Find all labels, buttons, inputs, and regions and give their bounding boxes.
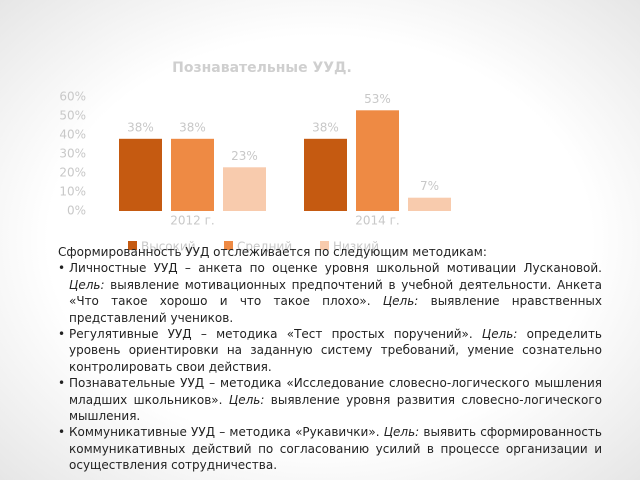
y-tick-label: 10% [59,185,86,199]
item-text: Личностные УУД – анкета по оценке уровня… [69,261,602,276]
goal-label: Цель: [481,327,518,342]
value-label: 38% [179,120,206,134]
legend-swatch [320,241,329,250]
bar [356,110,399,211]
y-tick-label: 0% [67,204,86,218]
x-tick-label: 2012 г. [170,214,214,228]
value-label: 38% [312,120,339,134]
item-text: Познавательные УУД – методика «Исследова… [69,376,602,407]
value-label: 38% [127,120,154,134]
legend-label: Низкий [333,240,379,254]
y-tick-label: 50% [59,109,86,123]
item-text: Регулятивные УУД – методика «Тест просты… [69,327,482,342]
chart-title: Познавательные УУД. [172,60,352,76]
item-text: Коммуникативные УУД – методика «Рукавичк… [69,425,384,440]
value-label: 53% [364,92,391,106]
y-tick-label: 20% [59,166,86,180]
list-item: Регулятивные УУД – методика «Тест просты… [58,326,602,375]
y-tick-label: 30% [59,147,86,161]
bar [223,167,266,211]
legend-label: Средний [237,240,292,254]
goal-label: Цель: [382,294,419,309]
value-label: 7% [420,179,439,193]
legend-label: Высокий [141,240,196,254]
list-item: Личностные УУД – анкета по оценке уровня… [58,260,602,326]
item-text: выявление мотивационных предпочтений в у… [69,277,602,309]
goal-label: Цель: [69,277,105,292]
list-item: Познавательные УУД – методика «Исследова… [58,375,602,424]
item-text: выявление уровня развития словесно-логич… [69,392,602,424]
item-text: выявление нравственных представлений уче… [69,294,603,325]
bar [304,138,347,211]
text-block: Сформированность УУД отслеживается по сл… [58,244,602,474]
bar [171,138,214,211]
intro: Сформированность УУД отслеживается по сл… [58,245,487,259]
y-tick-label: 40% [59,128,86,142]
legend-swatch [128,241,137,250]
legend-swatch [224,241,233,250]
item-text: определить уровень ориентировки на задан… [69,327,603,374]
list: Личностные УУД – анкета по оценке уровня… [58,260,602,473]
bar [119,138,162,211]
y-tick-label: 60% [59,90,86,104]
goal-label: Цель: [383,425,420,440]
bar [408,197,451,211]
item-text: выявить сформированность коммуникативных… [69,425,602,473]
list-item: Коммуникативные УУД – методика «Рукавичк… [58,424,602,473]
goal-label: Цель: [228,392,265,407]
x-tick-label: 2014 г. [355,214,399,228]
value-label: 23% [231,149,258,163]
